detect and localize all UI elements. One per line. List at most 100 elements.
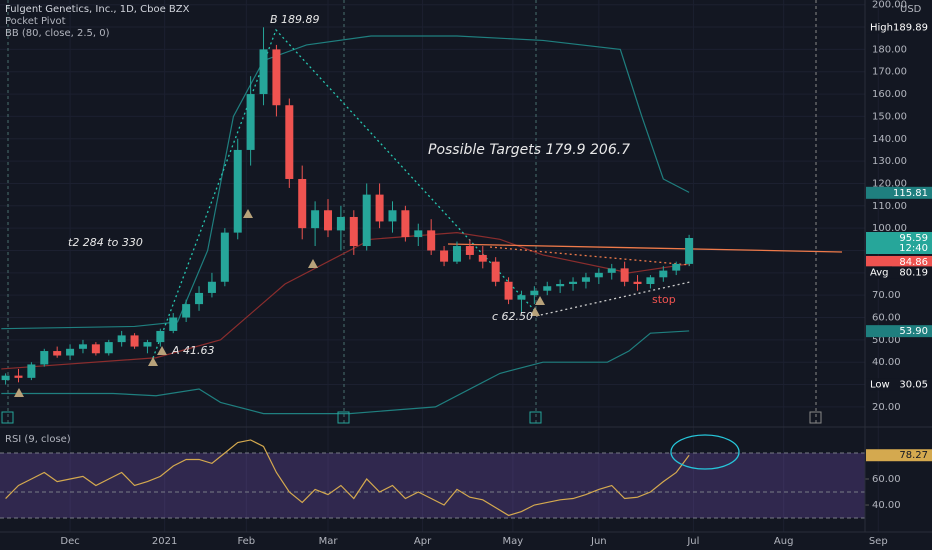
indicator-label: Pocket Pivot <box>5 16 66 27</box>
x-tick-label: 2021 <box>152 536 177 547</box>
candle-body <box>117 335 126 343</box>
y-tick-label: 180.00 <box>872 44 907 55</box>
candle-body <box>336 216 345 231</box>
price-tag-name: Low <box>870 379 890 390</box>
pivot <box>157 346 167 355</box>
x-tick-label: Mar <box>319 536 339 547</box>
price-tag-name: Avg <box>870 267 889 278</box>
candle-body <box>195 292 204 305</box>
annotation: t2 284 to 330 <box>68 236 143 249</box>
candle-body <box>78 344 87 349</box>
candle-body <box>324 210 333 231</box>
candle-body <box>659 270 668 278</box>
y-tick-label: 70.00 <box>872 290 901 301</box>
annotation: Possible Targets 179.9 206.7 <box>428 142 630 158</box>
y-tick-label: 60.00 <box>872 313 901 324</box>
y-tick-label: 50.00 <box>872 335 901 346</box>
pivot <box>14 388 24 397</box>
candle-body <box>27 364 36 378</box>
earnings-marker <box>809 411 822 424</box>
highlight-ellipse <box>670 434 740 470</box>
candle-body <box>646 277 655 285</box>
x-tick-label: Sep <box>869 536 888 547</box>
rsi-title: RSI (9, close) <box>5 434 71 445</box>
candle-body <box>465 246 474 255</box>
candle-body <box>491 261 500 282</box>
earnings-marker <box>1 411 14 424</box>
candle-body <box>478 254 487 262</box>
candle-body <box>685 237 694 264</box>
candle-body <box>581 277 590 282</box>
y-tick-label: 160.00 <box>872 89 907 100</box>
candle-body <box>452 246 461 262</box>
candle-body <box>414 230 423 238</box>
pivot <box>148 357 158 366</box>
rsi-tag-label: 78.27 <box>899 450 928 461</box>
candle-body <box>298 178 307 229</box>
candle-body <box>362 194 371 247</box>
earnings-marker <box>529 411 542 424</box>
candle-body <box>259 49 268 95</box>
chart-title: Fulgent Genetics, Inc., 1D, Cboe BZX <box>5 4 190 15</box>
y-tick-label: 40.00 <box>872 357 901 368</box>
candle-body <box>530 290 539 296</box>
y-tick-label: 200.00 <box>872 0 907 11</box>
x-tick-label: Jun <box>590 536 607 547</box>
price-tag-label: 189.89 <box>893 22 928 33</box>
candle-body <box>427 230 436 251</box>
price-tag-label: 84.86 <box>899 257 928 268</box>
session-markers <box>7 0 817 425</box>
y-tick-label: 20.00 <box>872 402 901 413</box>
pivots <box>14 209 545 397</box>
candle-body <box>543 286 552 291</box>
price-tag <box>866 186 932 199</box>
band-line <box>1 232 690 370</box>
y-tick-label: 130.00 <box>872 156 907 167</box>
candle-body <box>1 375 10 381</box>
candle-body <box>517 295 526 300</box>
candle-body <box>272 49 281 106</box>
candle-body <box>440 250 449 262</box>
x-tick-label: Aug <box>774 536 794 547</box>
annotation: c 62.50 <box>492 310 533 323</box>
candle-body <box>220 232 229 282</box>
candle-body <box>349 216 358 247</box>
price-tag-label: 80.19 <box>899 267 928 278</box>
grid <box>0 0 879 532</box>
candles <box>1 27 694 385</box>
trendline <box>447 243 843 253</box>
candle-body <box>246 94 255 150</box>
price-tag-sub: 12:40 <box>899 243 928 254</box>
x-tick-label: Apr <box>414 536 432 547</box>
x-tick-label: Feb <box>237 536 255 547</box>
candle-body <box>182 304 191 318</box>
candle-body <box>311 210 320 229</box>
candle-body <box>375 194 384 222</box>
candle-body <box>569 281 578 285</box>
candle-body <box>285 105 294 179</box>
y-tick-label: 170.00 <box>872 67 907 78</box>
price-tag <box>866 255 932 268</box>
y-tick-label: 110.00 <box>872 201 907 212</box>
candle-body <box>143 342 152 347</box>
price-tag-label: 30.05 <box>899 379 928 390</box>
candle-body <box>633 281 642 285</box>
pivot <box>243 209 253 218</box>
price-tag-name-box <box>866 266 892 279</box>
earnings-marker <box>337 411 350 424</box>
earnings-markers <box>1 411 822 424</box>
candle-body <box>169 317 178 331</box>
rsi-line <box>5 439 690 517</box>
price-tag-name-box <box>866 21 892 34</box>
x-tick-label: May <box>503 536 524 547</box>
y-tick-label: 120.00 <box>872 178 907 189</box>
candle-body <box>672 263 681 271</box>
candle-body <box>14 375 23 378</box>
candle-body <box>130 335 139 347</box>
band-line <box>1 330 690 415</box>
pivot <box>535 296 545 305</box>
x-tick-label: Jul <box>686 536 699 547</box>
candle-body <box>91 344 100 354</box>
